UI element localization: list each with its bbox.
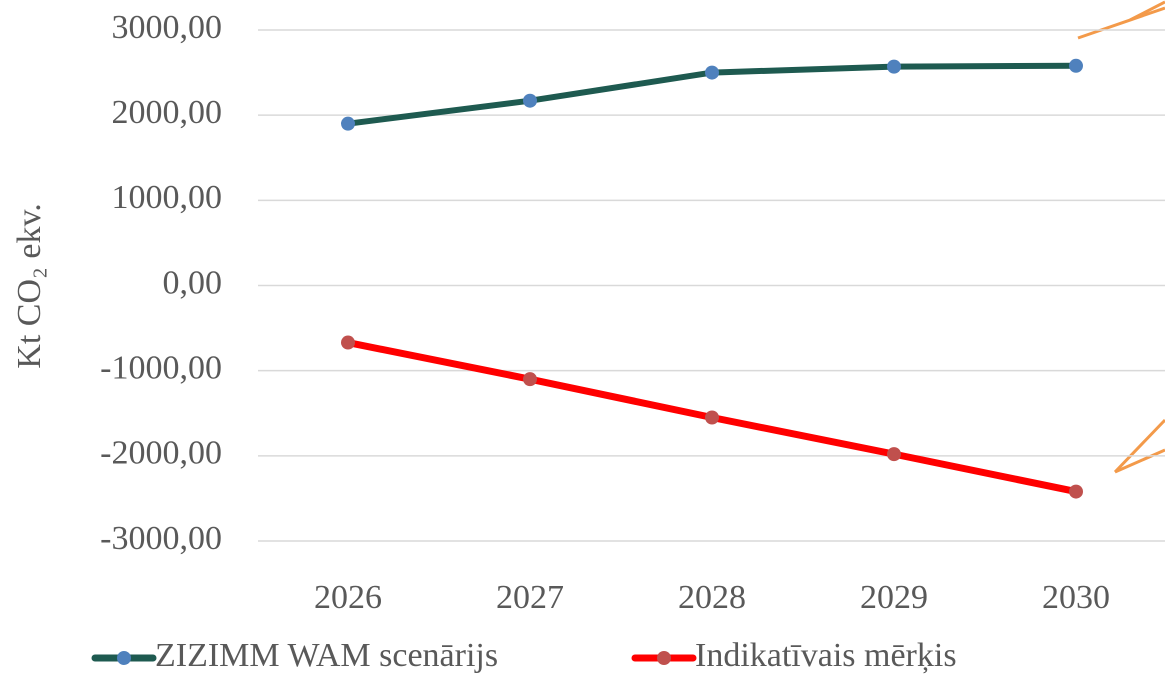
legend-marker [117, 651, 131, 665]
y-tick-label: 3000,00 [112, 9, 223, 46]
y-tick-label: 2000,00 [112, 94, 223, 131]
y-tick-label: 0,00 [163, 264, 223, 301]
y-tick-label: -3000,00 [100, 520, 222, 557]
point [523, 93, 537, 108]
point [523, 372, 537, 387]
orange-line [1114, 448, 1165, 474]
x-tick-label: 2027 [496, 579, 564, 616]
orange-line [1113, 418, 1165, 474]
legend-label: Indikatīvais mērķis [695, 637, 957, 674]
orange-line [1077, 6, 1165, 40]
point [341, 116, 355, 131]
point [1069, 58, 1083, 73]
y-tick-label: -2000,00 [100, 435, 222, 472]
y-tick-label: 1000,00 [112, 179, 223, 216]
point [705, 410, 719, 425]
x-tick-label: 2030 [1042, 579, 1110, 616]
point [705, 65, 719, 80]
point [1069, 484, 1083, 499]
y-axis-label: Kt CO₂ ekv. [11, 203, 48, 368]
x-tick-label: 2026 [314, 579, 382, 616]
decoration [1077, 0, 1165, 474]
point [887, 447, 901, 462]
x-tick-label: 2029 [860, 579, 928, 616]
legend-label: ZIZIMM WAM scenārijs [155, 637, 498, 674]
x-tick-label: 2028 [678, 579, 746, 616]
point [341, 335, 355, 350]
orange-line [1129, 0, 1165, 22]
point [887, 59, 901, 74]
y-tick-label: -1000,00 [100, 349, 222, 386]
legend-marker [657, 651, 671, 665]
